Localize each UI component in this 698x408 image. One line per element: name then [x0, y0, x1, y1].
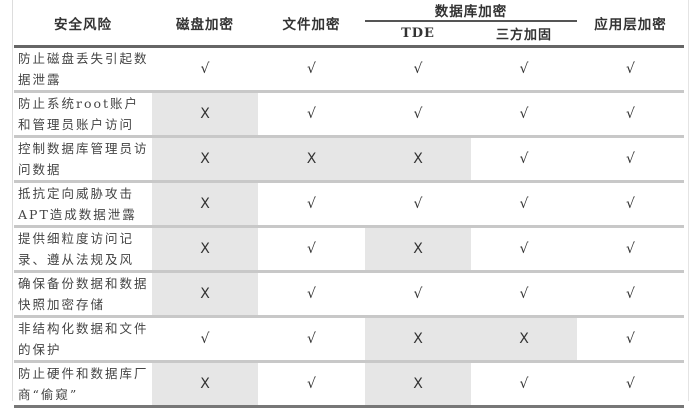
- header-disk: 磁盘加密: [152, 0, 258, 48]
- risk-cell: 控制数据库管理员访问数据: [14, 136, 152, 183]
- file-cell: √: [258, 316, 365, 363]
- tde-cell: √: [365, 181, 471, 228]
- table-row: 防止系统root账户和管理员账户访问 X √ √ √ √: [14, 91, 684, 138]
- file-cell: X: [258, 136, 365, 183]
- file-cell: √: [258, 271, 365, 318]
- app-cell: √: [577, 226, 684, 273]
- third-party-cell: √: [471, 91, 577, 138]
- file-cell: √: [258, 91, 365, 138]
- app-cell: √: [577, 91, 684, 138]
- app-cell: √: [577, 271, 684, 318]
- app-cell: √: [577, 361, 684, 408]
- table-row: 防止磁盘丢失引起数据泄露 √ √ √ √ √: [14, 46, 684, 93]
- disk-cell: X: [152, 91, 258, 138]
- page-border-left: [12, 0, 13, 401]
- disk-cell: √: [152, 46, 258, 93]
- third-party-cell: √: [471, 226, 577, 273]
- header-database: 数据库加密: [365, 0, 577, 22]
- encryption-comparison-table: 安全风险 磁盘加密 文件加密 数据库加密 应用层加密 TDE 三方加固 防止磁盘…: [14, 0, 684, 408]
- disk-cell: X: [152, 136, 258, 183]
- file-cell: √: [258, 46, 365, 93]
- app-cell: √: [577, 316, 684, 363]
- header-app: 应用层加密: [577, 0, 684, 48]
- disk-cell: X: [152, 361, 258, 408]
- file-cell: √: [258, 226, 365, 273]
- risk-cell: 抵抗定向威胁攻击APT造成数据泄露: [14, 181, 152, 228]
- tde-cell: √: [365, 271, 471, 318]
- third-party-cell: √: [471, 181, 577, 228]
- header-third-party: 三方加固: [471, 21, 577, 48]
- app-cell: √: [577, 46, 684, 93]
- third-party-cell: √: [471, 361, 577, 408]
- risk-cell: 确保备份数据和数据快照加密存储: [14, 271, 152, 318]
- table-row: 抵抗定向威胁攻击APT造成数据泄露 X √ √ √ √: [14, 181, 684, 228]
- third-party-cell: √: [471, 271, 577, 318]
- risk-cell: 防止硬件和数据库厂商“偷窥”: [14, 361, 152, 408]
- header-tde: TDE: [365, 21, 471, 48]
- tde-cell: √: [365, 91, 471, 138]
- tde-cell: X: [365, 226, 471, 273]
- app-cell: √: [577, 136, 684, 183]
- disk-cell: X: [152, 271, 258, 318]
- app-cell: √: [577, 181, 684, 228]
- disk-cell: √: [152, 316, 258, 363]
- disk-cell: X: [152, 226, 258, 273]
- risk-cell: 防止系统root账户和管理员账户访问: [14, 91, 152, 138]
- tde-cell: X: [365, 136, 471, 183]
- file-cell: √: [258, 361, 365, 408]
- tde-cell: X: [365, 316, 471, 363]
- disk-cell: X: [152, 181, 258, 228]
- file-cell: √: [258, 181, 365, 228]
- tde-cell: X: [365, 361, 471, 408]
- table-row: 非结构化数据和文件的保护 √ √ X X √: [14, 316, 684, 363]
- third-party-cell: X: [471, 316, 577, 363]
- risk-cell: 非结构化数据和文件的保护: [14, 316, 152, 363]
- header-risk: 安全风险: [14, 0, 152, 48]
- third-party-cell: √: [471, 46, 577, 93]
- table-row: 控制数据库管理员访问数据 X X X √ √: [14, 136, 684, 183]
- third-party-cell: √: [471, 136, 577, 183]
- tde-cell: √: [365, 46, 471, 93]
- table-row: 提供细粒度访问记录、遵从法规及风 X √ X √ √: [14, 226, 684, 273]
- header-file: 文件加密: [258, 0, 365, 48]
- page-border-right: [688, 0, 689, 401]
- table-row: 确保备份数据和数据快照加密存储 X √ √ √ √: [14, 271, 684, 318]
- risk-cell: 提供细粒度访问记录、遵从法规及风: [14, 226, 152, 273]
- risk-cell: 防止磁盘丢失引起数据泄露: [14, 46, 152, 93]
- table-row: 防止硬件和数据库厂商“偷窥” X √ X √ √: [14, 361, 684, 408]
